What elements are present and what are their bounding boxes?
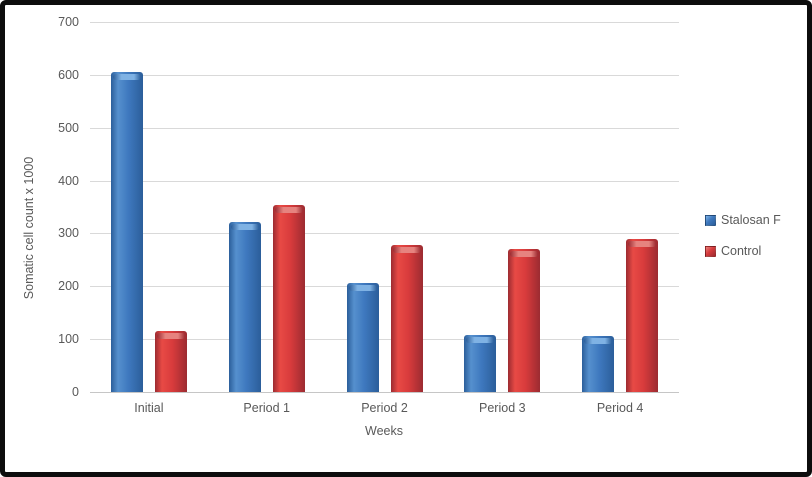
bar-bevel-highlight bbox=[628, 240, 657, 247]
y-tick-label-500: 500 bbox=[58, 120, 79, 135]
x-category-label-initial: Initial bbox=[134, 401, 164, 415]
y-tick-label-700: 700 bbox=[58, 14, 79, 29]
legend-item-stalosan-f: Stalosan F bbox=[705, 213, 781, 227]
gridline-0 bbox=[90, 392, 679, 393]
legend-label: Stalosan F bbox=[721, 213, 781, 227]
legend: Stalosan F Control bbox=[705, 213, 781, 258]
gridline-600 bbox=[90, 74, 679, 76]
gridline-400 bbox=[90, 180, 679, 182]
y-tick-label-600: 600 bbox=[58, 67, 79, 82]
legend-swatch-icon bbox=[705, 245, 716, 257]
y-tick-label-100: 100 bbox=[58, 331, 79, 346]
gridline-700 bbox=[90, 22, 679, 23]
bar-stalosan-f-period-2 bbox=[346, 283, 379, 392]
bar-control-period-3 bbox=[508, 249, 541, 392]
plot-area bbox=[90, 22, 679, 393]
x-axis-title: Weeks bbox=[365, 424, 403, 438]
y-tick-label-300: 300 bbox=[58, 226, 79, 241]
x-category-label-period-2: Period 2 bbox=[361, 401, 408, 415]
legend-label: Control bbox=[721, 244, 762, 258]
bar-stalosan-f-initial bbox=[110, 72, 143, 392]
bar-stalosan-f-period-4 bbox=[582, 336, 615, 392]
gridline-300 bbox=[90, 233, 679, 235]
gridline-500 bbox=[90, 127, 679, 129]
bar-stalosan-f-period-3 bbox=[464, 334, 497, 392]
bar-bevel-highlight bbox=[584, 338, 613, 344]
bar-bevel-highlight bbox=[510, 251, 539, 258]
bar-bevel-highlight bbox=[112, 74, 141, 81]
gridline-100 bbox=[90, 339, 679, 341]
x-category-label-period-3: Period 3 bbox=[479, 401, 526, 415]
x-category-label-period-1: Period 1 bbox=[243, 401, 290, 415]
bar-control-period-4 bbox=[626, 238, 659, 392]
bar-bevel-highlight bbox=[348, 285, 377, 292]
y-tick-label-200: 200 bbox=[58, 279, 79, 294]
bar-bevel-highlight bbox=[156, 332, 185, 339]
legend-swatch-icon bbox=[705, 214, 716, 226]
bar-control-period-1 bbox=[272, 205, 305, 392]
bar-bevel-highlight bbox=[392, 246, 421, 253]
y-tick-label-0: 0 bbox=[72, 384, 79, 399]
legend-item-control: Control bbox=[705, 244, 781, 258]
bar-bevel-highlight bbox=[466, 336, 495, 343]
y-tick-label-400: 400 bbox=[58, 173, 79, 188]
bar-control-period-2 bbox=[390, 244, 423, 392]
bar-stalosan-f-period-1 bbox=[228, 221, 261, 392]
bar-bevel-highlight bbox=[230, 223, 259, 230]
y-axis-title: Somatic cell count x 1000 bbox=[22, 156, 36, 300]
bar-bevel-highlight bbox=[274, 207, 303, 214]
x-category-label-period-4: Period 4 bbox=[596, 401, 644, 415]
gridline-200 bbox=[90, 286, 679, 288]
bar-control-initial bbox=[154, 330, 187, 392]
